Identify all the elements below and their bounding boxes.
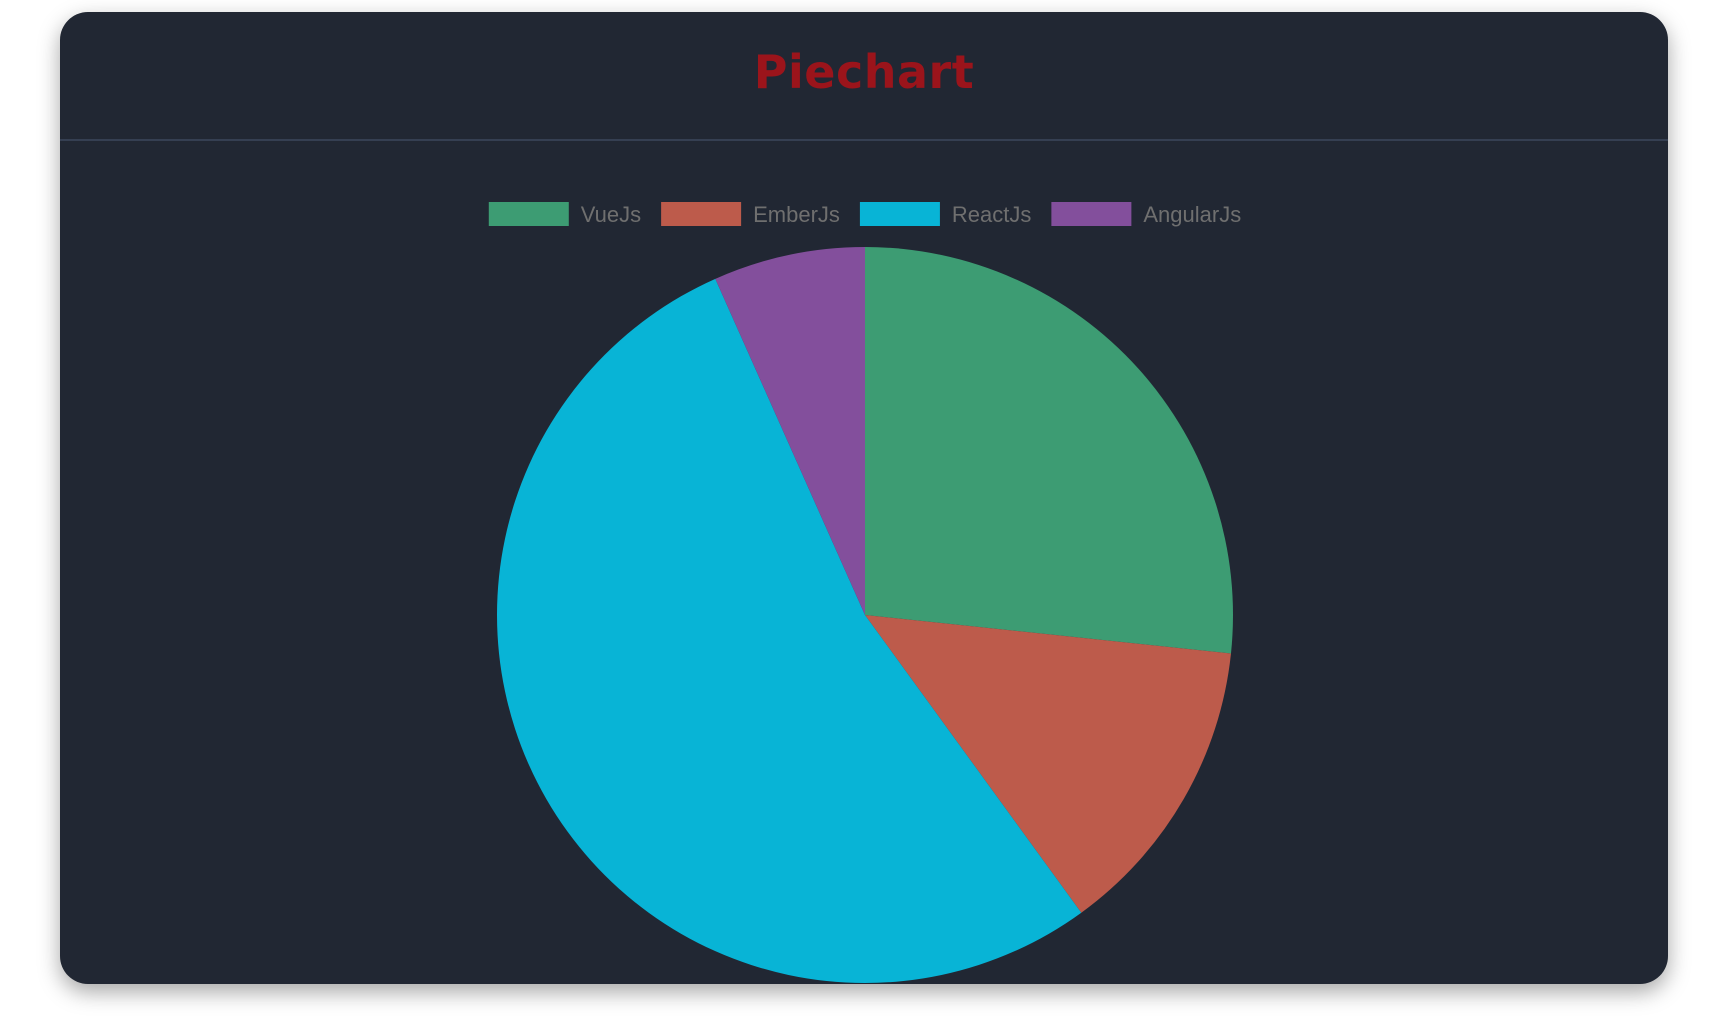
legend-swatch (661, 202, 742, 226)
pie-slice-reactjs[interactable] (496, 278, 1082, 984)
legend-label: AngularJs (1143, 202, 1241, 227)
legend-swatch (1051, 202, 1132, 226)
legend-item-vuejs[interactable]: VueJs (488, 202, 641, 227)
pie-slice-angularjs[interactable] (715, 247, 865, 615)
legend-item-reactjs[interactable]: ReactJs (859, 202, 1031, 227)
legend-label: EmberJs (753, 202, 840, 227)
card-header: Piechart (60, 12, 1668, 141)
legend-item-angularjs[interactable]: AngularJs (1051, 202, 1241, 227)
legend-swatch (859, 202, 940, 226)
pie-chart: VueJs EmberJs ReactJs AngularJs (488, 202, 1241, 984)
chart-title: Piechart (753, 44, 975, 99)
legend-item-emberjs[interactable]: EmberJs (661, 202, 840, 227)
legend-label: VueJs (581, 202, 641, 227)
pie-slice-vuejs[interactable] (865, 247, 1233, 654)
legend-label: ReactJs (952, 202, 1031, 227)
pie-slice-emberjs[interactable] (865, 615, 1231, 913)
chart-card: Piechart VueJs EmberJs ReactJs AngularJs (60, 12, 1668, 984)
legend-swatch (488, 202, 569, 226)
